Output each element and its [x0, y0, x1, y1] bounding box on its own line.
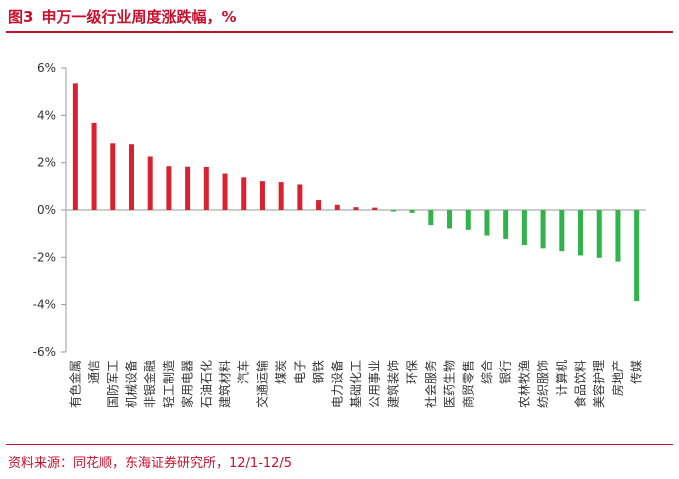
bar [316, 200, 322, 210]
category-label: 非银金融 [142, 360, 157, 408]
bar [128, 144, 134, 210]
bar-chart: 6% 4% 2% 0% -2% -4% -6% 有色金属 通信 国防军工 机械设备 非银金融 轻工制造… [33, 61, 646, 408]
y-tick-label: 2% [37, 156, 56, 170]
category-label: 煤炭 [274, 360, 288, 384]
category-label: 石油石化 [199, 360, 213, 408]
category-label: 纺织服饰 [536, 360, 550, 408]
chart-title: 图3 申万一级行业周度涨跌幅，% [8, 6, 671, 28]
category-label: 国防军工 [105, 360, 120, 408]
category-label: 房地产 [610, 360, 625, 396]
bar [409, 210, 415, 213]
bar [185, 166, 191, 210]
category-label: 农林牧渔 [517, 360, 531, 408]
bar [278, 182, 284, 210]
category-label: 银行 [499, 360, 513, 384]
y-tick-label: -6% [33, 345, 56, 359]
category-label: 社会服务 [423, 360, 438, 408]
category-label: 轻工制造 [162, 360, 176, 408]
bar [334, 204, 340, 210]
category-label: 环保 [405, 360, 419, 384]
bar [203, 166, 209, 210]
bar [72, 83, 78, 210]
category-label: 电力设备 [330, 360, 344, 408]
source-note: 资料来源：同花顺，东海证券研究所，12/1-12/5 [8, 456, 293, 471]
category-label: 计算机 [554, 360, 569, 396]
y-tick-label: 4% [37, 108, 56, 122]
category-label: 钢铁 [312, 360, 326, 384]
bar [540, 210, 546, 249]
bars-group [72, 83, 640, 302]
category-label: 交通运输 [254, 360, 269, 408]
category-label: 基础化工 [349, 360, 363, 408]
bar [428, 210, 434, 226]
bar [578, 210, 584, 256]
category-label: 公用事业 [368, 360, 382, 408]
bar [615, 210, 621, 262]
category-label: 机械设备 [123, 360, 138, 408]
bar [390, 210, 396, 212]
category-label: 食品饮料 [573, 360, 588, 408]
category-label: 美容护理 [591, 360, 606, 408]
category-label: 传媒 [629, 360, 644, 384]
category-label: 医药生物 [443, 360, 457, 408]
figure-title: 申万一级行业周度涨跌幅，% [41, 8, 237, 26]
bar [241, 177, 247, 210]
category-label: 商贸零售 [460, 360, 475, 408]
bar [465, 210, 471, 230]
category-label: 建筑装饰 [385, 360, 400, 408]
bar [521, 210, 527, 246]
bar [297, 184, 303, 210]
y-tick-label: 6% [37, 61, 56, 75]
footer-rule [6, 444, 673, 445]
bar [447, 210, 453, 229]
figure-number: 图3 [8, 8, 34, 26]
bar [596, 210, 602, 258]
bar [110, 143, 116, 210]
category-label: 建筑材料 [217, 360, 232, 408]
title-rule [6, 31, 673, 33]
y-tick-label: 0% [37, 203, 56, 217]
bar [484, 210, 490, 236]
category-label: 有色金属 [67, 360, 82, 408]
category-label: 综合 [479, 360, 494, 384]
bar [559, 210, 565, 252]
bar [372, 207, 378, 210]
bar [147, 156, 153, 210]
y-tick-label: -4% [33, 298, 56, 312]
category-labels: 有色金属 通信 国防军工 机械设备 非银金融 轻工制造 家用电器 石油石化 建筑材料 汽车 交通运输… [67, 360, 643, 408]
bar [503, 210, 509, 239]
category-label: 家用电器 [180, 360, 195, 408]
y-tick-label: -2% [33, 250, 56, 264]
bar [91, 122, 97, 210]
bar [634, 210, 640, 302]
bar [353, 207, 359, 210]
bar [259, 181, 265, 210]
category-label: 通信 [87, 360, 101, 384]
category-label: 电子 [293, 360, 307, 384]
bar [222, 173, 228, 210]
bar [166, 166, 172, 210]
category-label: 汽车 [236, 360, 251, 384]
